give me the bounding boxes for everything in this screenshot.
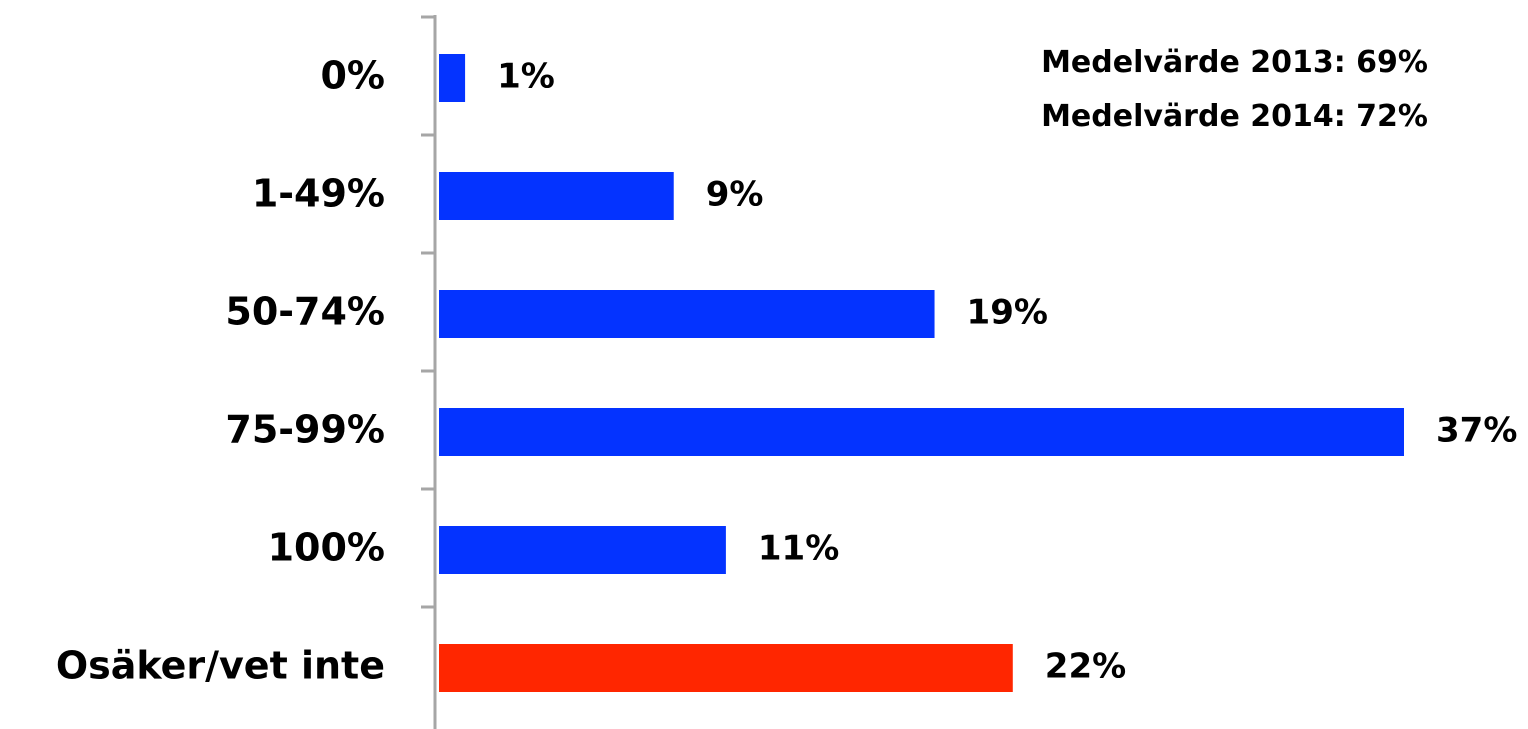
data-label: 19% — [967, 293, 1048, 333]
data-label: 22% — [1045, 647, 1126, 687]
bar — [439, 408, 1404, 456]
data-label: 37% — [1436, 411, 1517, 451]
category-tick-label: 100% — [268, 526, 385, 570]
category-tick-label: 75-99% — [225, 408, 385, 452]
bar — [439, 644, 1013, 692]
category-tick-label: 0% — [320, 54, 385, 98]
data-label: 11% — [758, 529, 839, 569]
category-tick-label: 50-74% — [225, 290, 385, 334]
category-axis — [421, 15, 437, 729]
data-label: 9% — [706, 175, 764, 215]
category-tick-label: 1-49% — [252, 172, 385, 216]
bar — [439, 290, 935, 338]
bar — [439, 54, 466, 102]
labels-layer: 0% 1% 1-49% 9% 50-74% 19% 75-99% 37% 100% 11% Osäk… — [56, 54, 1518, 688]
bar — [439, 526, 726, 574]
category-tick-label: Osäker/vet inte — [56, 644, 385, 688]
mean-2013-annotation: Medelvärde 2013: 69% — [1041, 45, 1428, 80]
mean-2014-annotation: Medelvärde 2014: 72% — [1041, 99, 1428, 134]
bars-layer — [439, 54, 1404, 692]
bar — [439, 172, 674, 220]
data-label: 1% — [497, 57, 555, 97]
